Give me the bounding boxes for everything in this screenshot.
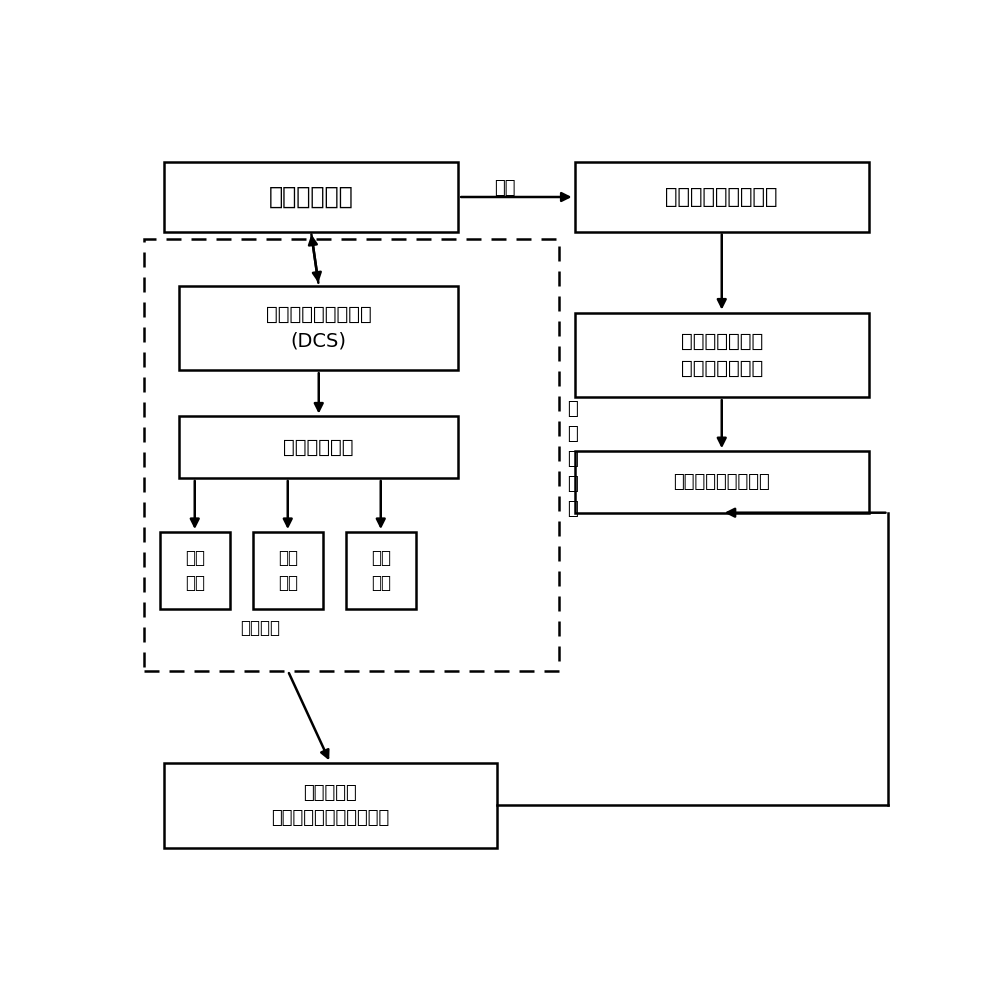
Text: 产品质量波动或
产品为不合格品: 产品质量波动或 产品为不合格品 [681, 332, 763, 378]
Bar [179, 416, 458, 478]
Bar [574, 451, 869, 513]
Text: 垃圾报警: 垃圾报警 [241, 619, 281, 637]
Text: 产品: 产品 [494, 179, 516, 197]
Bar [253, 532, 323, 609]
Text: 温度
报警: 温度 报警 [278, 549, 298, 592]
Bar [144, 239, 559, 671]
Text: 中
央
控
制
室: 中 央 控 制 室 [568, 400, 578, 518]
Bar [346, 532, 416, 609]
Bar [574, 312, 869, 397]
Text: 未及时调整工艺参数: 未及时调整工艺参数 [673, 473, 770, 491]
Bar [164, 162, 458, 232]
Text: 温度
报警: 温度 报警 [185, 549, 205, 592]
Text: 化工生产装置: 化工生产装置 [269, 185, 353, 209]
Bar [179, 286, 458, 370]
Text: 压力
报警: 压力 报警 [371, 549, 391, 592]
Text: 实验室化验分析设备: 实验室化验分析设备 [666, 187, 778, 207]
Bar [164, 763, 497, 848]
Text: 装置运行数据: 装置运行数据 [284, 438, 354, 457]
Bar [574, 162, 869, 232]
Bar [160, 532, 230, 609]
Text: 未及时发现
装置处于非稳定运行状态: 未及时发现 装置处于非稳定运行状态 [271, 784, 390, 827]
Text: 分布式离散控制系统
(DCS): 分布式离散控制系统 (DCS) [266, 305, 372, 351]
